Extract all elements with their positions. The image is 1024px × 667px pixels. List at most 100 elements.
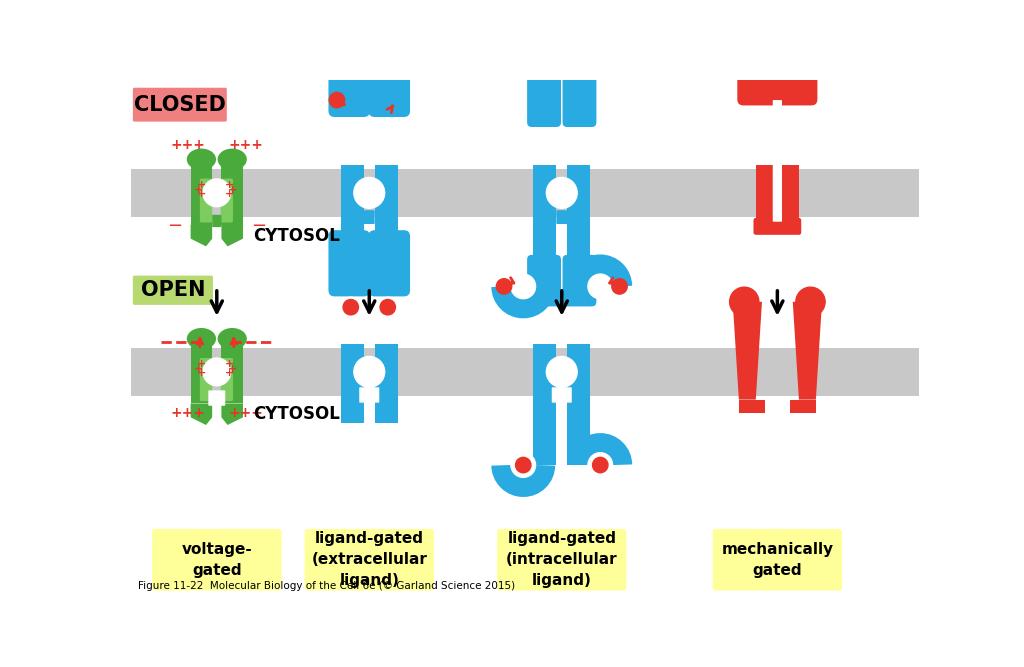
- Polygon shape: [190, 225, 212, 246]
- Polygon shape: [534, 165, 556, 221]
- Polygon shape: [375, 221, 397, 244]
- FancyBboxPatch shape: [329, 51, 370, 117]
- Polygon shape: [567, 221, 590, 286]
- Polygon shape: [341, 400, 364, 423]
- Polygon shape: [190, 159, 212, 225]
- Text: CLOSED: CLOSED: [134, 95, 225, 115]
- Polygon shape: [793, 301, 822, 400]
- Polygon shape: [567, 344, 590, 400]
- FancyBboxPatch shape: [552, 388, 571, 403]
- Circle shape: [593, 458, 608, 473]
- Text: +++: +++: [170, 139, 205, 153]
- FancyBboxPatch shape: [304, 529, 434, 590]
- Polygon shape: [221, 404, 243, 425]
- Circle shape: [343, 299, 358, 315]
- Text: +: +: [194, 185, 203, 195]
- FancyBboxPatch shape: [364, 210, 375, 224]
- FancyBboxPatch shape: [153, 529, 282, 590]
- Circle shape: [380, 299, 395, 315]
- FancyBboxPatch shape: [527, 75, 561, 127]
- Polygon shape: [190, 339, 212, 404]
- Ellipse shape: [217, 149, 247, 170]
- FancyBboxPatch shape: [329, 230, 370, 296]
- Ellipse shape: [186, 149, 216, 170]
- Text: +++: +++: [228, 139, 263, 153]
- Polygon shape: [756, 165, 773, 221]
- FancyBboxPatch shape: [208, 390, 225, 406]
- Polygon shape: [534, 221, 556, 286]
- Text: +: +: [227, 364, 237, 374]
- Polygon shape: [341, 221, 364, 244]
- FancyBboxPatch shape: [497, 529, 627, 590]
- FancyBboxPatch shape: [713, 529, 842, 590]
- Text: +: +: [224, 180, 233, 190]
- Text: −: −: [252, 217, 266, 235]
- Text: +: +: [224, 189, 233, 199]
- Circle shape: [511, 453, 536, 478]
- Circle shape: [203, 358, 230, 386]
- Polygon shape: [221, 159, 243, 225]
- Text: +: +: [197, 368, 206, 378]
- Text: OPEN: OPEN: [140, 280, 205, 300]
- Circle shape: [378, 118, 397, 138]
- FancyBboxPatch shape: [359, 388, 379, 403]
- Bar: [131, 348, 920, 396]
- Circle shape: [611, 279, 628, 294]
- FancyBboxPatch shape: [133, 88, 226, 121]
- Polygon shape: [739, 400, 765, 413]
- Polygon shape: [790, 400, 816, 413]
- Circle shape: [511, 274, 536, 299]
- FancyBboxPatch shape: [776, 27, 817, 105]
- Polygon shape: [567, 165, 590, 221]
- Polygon shape: [221, 225, 243, 246]
- Polygon shape: [534, 400, 556, 465]
- Text: voltage-
gated: voltage- gated: [181, 542, 252, 578]
- Polygon shape: [375, 344, 397, 400]
- Polygon shape: [733, 301, 762, 400]
- Text: +: +: [194, 364, 203, 374]
- Text: +: +: [197, 180, 206, 190]
- Circle shape: [378, 297, 397, 317]
- Text: +: +: [197, 189, 206, 199]
- Circle shape: [341, 118, 360, 138]
- Text: +++: +++: [228, 406, 263, 420]
- FancyBboxPatch shape: [200, 179, 212, 223]
- FancyBboxPatch shape: [369, 51, 410, 117]
- Text: +: +: [224, 359, 233, 369]
- Circle shape: [497, 279, 512, 294]
- FancyBboxPatch shape: [212, 215, 221, 227]
- Circle shape: [730, 287, 759, 316]
- Circle shape: [547, 356, 578, 388]
- Circle shape: [515, 458, 531, 473]
- Text: CYTOSOL: CYTOSOL: [253, 406, 340, 424]
- Polygon shape: [782, 165, 799, 221]
- FancyBboxPatch shape: [773, 100, 782, 221]
- FancyBboxPatch shape: [527, 255, 561, 306]
- Circle shape: [330, 92, 345, 108]
- FancyBboxPatch shape: [220, 179, 233, 223]
- FancyBboxPatch shape: [200, 358, 212, 401]
- Circle shape: [341, 297, 360, 317]
- Text: +: +: [224, 368, 233, 378]
- Text: +++: +++: [170, 406, 205, 420]
- FancyBboxPatch shape: [737, 27, 779, 105]
- Circle shape: [547, 177, 578, 208]
- Text: mechanically
gated: mechanically gated: [721, 542, 834, 578]
- Text: Figure 11-22  Molecular Biology of the Cell 6e (© Garland Science 2015): Figure 11-22 Molecular Biology of the Ce…: [138, 581, 515, 591]
- Circle shape: [354, 356, 385, 388]
- Text: −: −: [167, 217, 182, 235]
- Circle shape: [588, 274, 612, 299]
- FancyBboxPatch shape: [754, 218, 801, 235]
- Text: +: +: [227, 185, 237, 195]
- Text: CYTOSOL: CYTOSOL: [253, 227, 340, 245]
- Bar: [131, 169, 920, 217]
- Polygon shape: [375, 400, 397, 423]
- Polygon shape: [534, 344, 556, 400]
- Polygon shape: [190, 404, 212, 425]
- Circle shape: [203, 179, 230, 207]
- Text: +: +: [197, 359, 206, 369]
- Circle shape: [354, 177, 385, 208]
- Polygon shape: [221, 339, 243, 404]
- Text: ligand-gated
(intracellular
ligand): ligand-gated (intracellular ligand): [506, 531, 617, 588]
- FancyBboxPatch shape: [369, 230, 410, 296]
